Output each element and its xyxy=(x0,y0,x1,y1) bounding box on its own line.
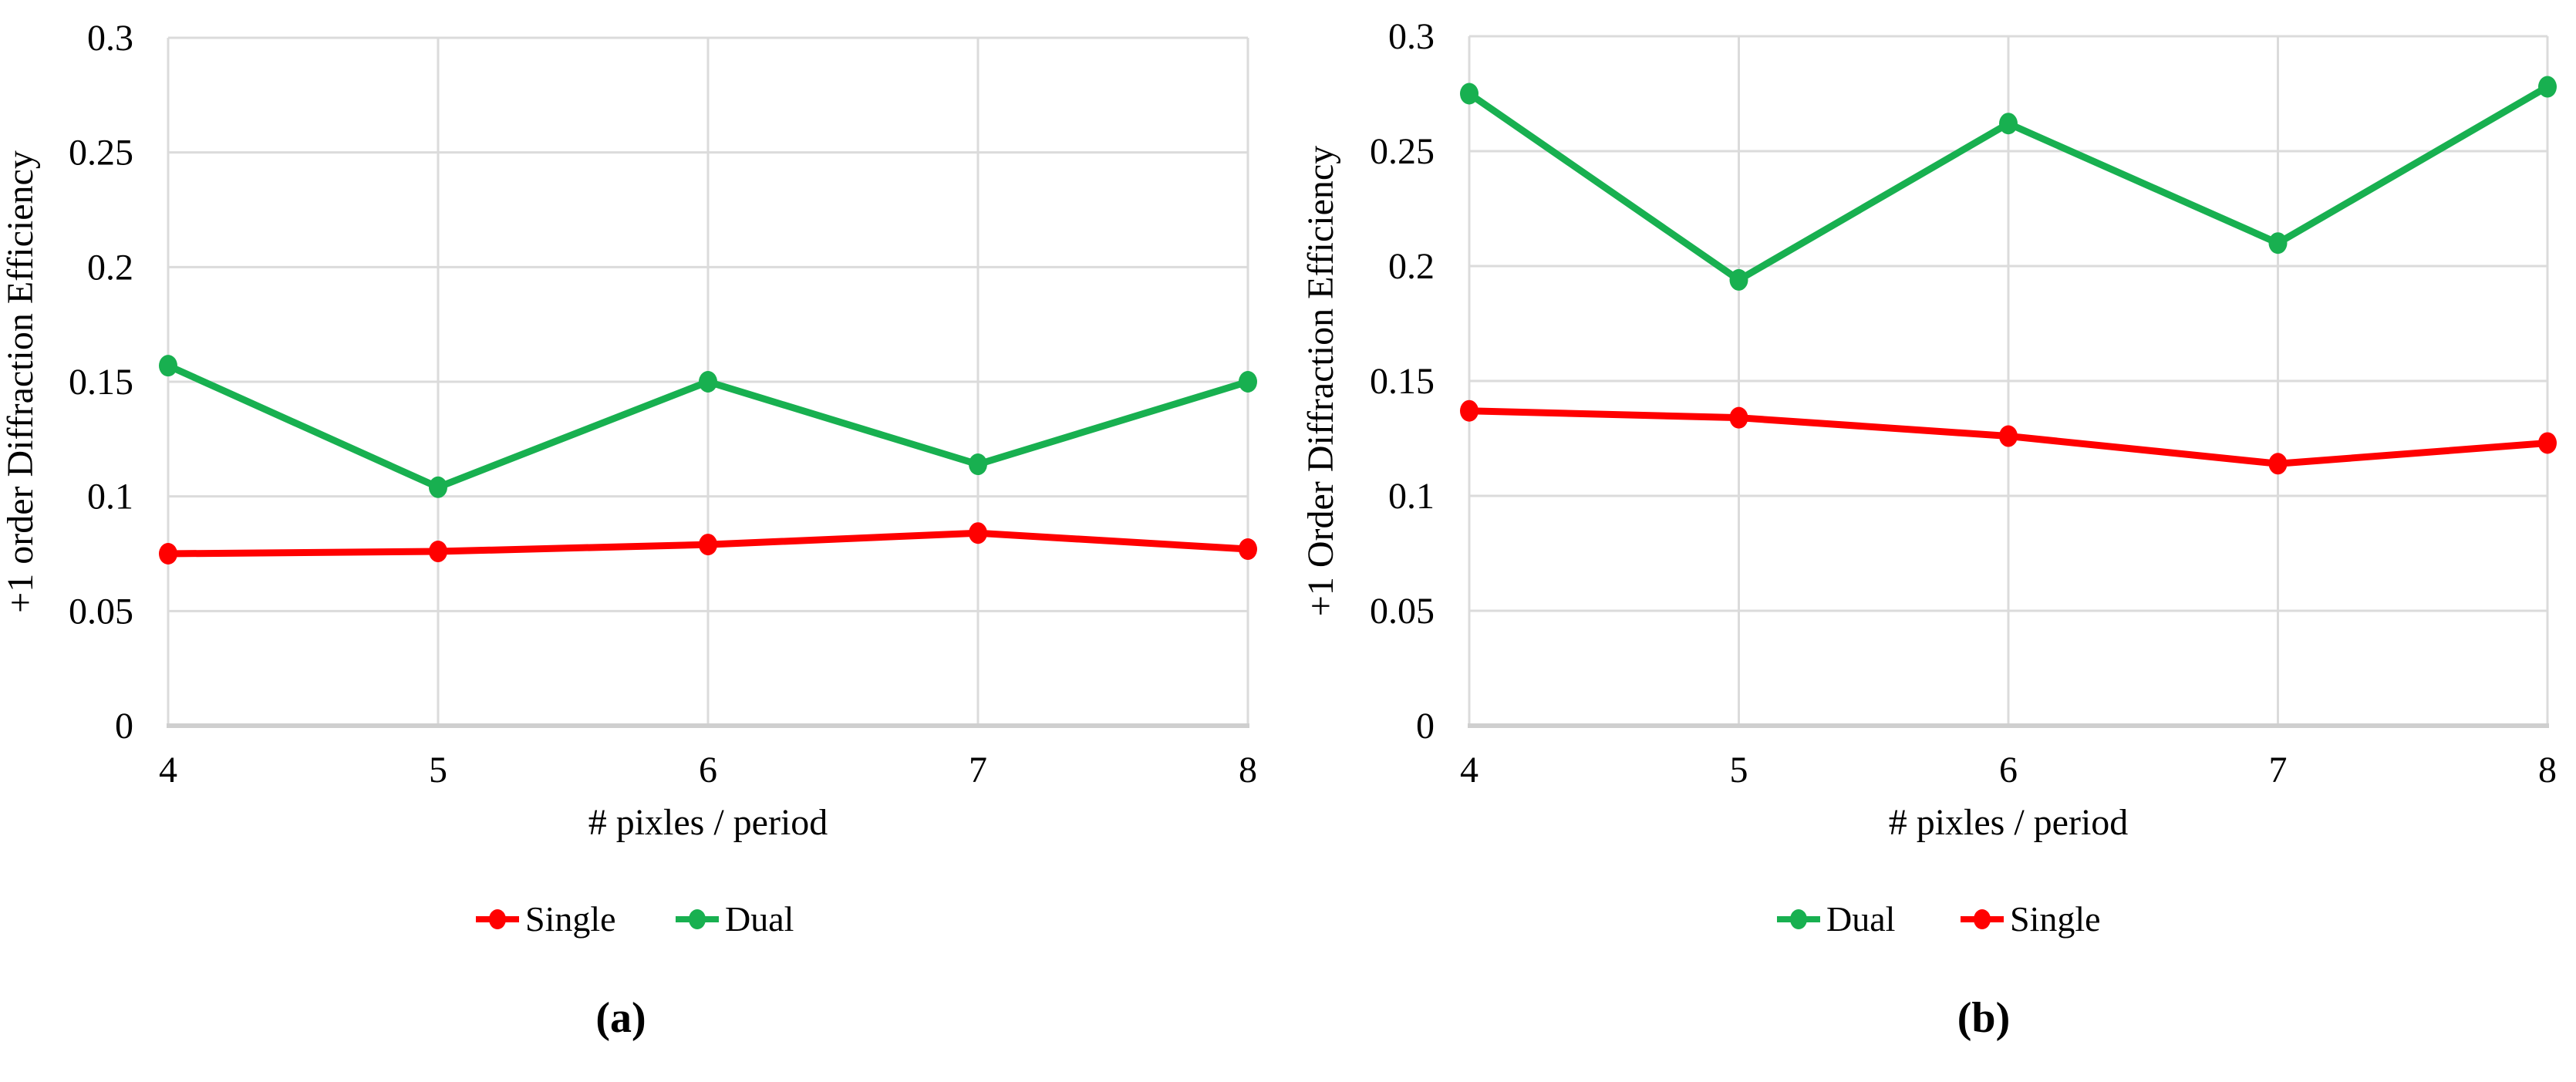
x-tick-label: 4 xyxy=(1460,750,1479,790)
chart-a-x-tick-labels: 4 5 6 7 8 xyxy=(159,750,1257,790)
x-tick-label: 5 xyxy=(1730,750,1748,790)
series-dual xyxy=(159,355,1257,498)
x-axis-title: # pixles / period xyxy=(588,802,828,843)
y-axis-title: +1 Order Diffraction Efficiency xyxy=(1300,146,1341,616)
chart-a: 0 0.05 0.1 0.15 0.2 0.25 0.3 4 5 6 7 8 # pixles / pe… xyxy=(0,18,1257,939)
caption-b: (b) xyxy=(1957,994,2011,1042)
series-dual xyxy=(1460,76,2557,291)
y-tick-label: 0.3 xyxy=(1388,16,1435,57)
y-tick-label: 0 xyxy=(1416,706,1435,747)
series-single xyxy=(159,522,1257,565)
legend-label: Dual xyxy=(1826,899,1895,939)
legend-label: Single xyxy=(525,899,616,939)
data-point xyxy=(2538,432,2557,454)
y-tick-label: 0 xyxy=(115,706,133,747)
legend-marker-dot xyxy=(489,909,506,929)
y-axis-title: +1 order Diffraction Efficiency xyxy=(0,150,41,613)
x-axis-title: # pixles / period xyxy=(1889,802,2129,843)
legend-label: Single xyxy=(2010,899,2101,939)
caption-a: (a) xyxy=(595,994,646,1042)
data-point xyxy=(429,541,447,563)
x-tick-label: 4 xyxy=(159,750,177,790)
chart-a-legend: Single Dual xyxy=(476,899,794,939)
data-point xyxy=(1729,406,1748,429)
x-tick-label: 6 xyxy=(699,750,717,790)
y-tick-label: 0.1 xyxy=(1388,476,1435,517)
legend-marker-dot xyxy=(1974,909,1991,929)
x-tick-label: 7 xyxy=(2269,750,2288,790)
data-point xyxy=(1239,371,1257,393)
data-point xyxy=(969,453,987,476)
x-tick-label: 8 xyxy=(1239,750,1257,790)
data-point xyxy=(1239,538,1257,561)
chart-b-gridlines xyxy=(1468,35,2549,726)
y-tick-label: 0.05 xyxy=(69,591,133,632)
data-point xyxy=(2538,76,2557,98)
legend-label: Dual xyxy=(725,899,794,939)
chart-b: 0 0.05 0.1 0.15 0.2 0.25 0.3 4 5 6 7 8 # pixles / pe… xyxy=(1300,16,2557,939)
data-point xyxy=(429,476,447,498)
legend-marker-dot xyxy=(1790,909,1807,929)
data-point xyxy=(699,534,717,556)
x-tick-label: 6 xyxy=(1999,750,2018,790)
y-tick-label: 0.15 xyxy=(69,362,133,403)
chart-a-y-tick-labels: 0 0.05 0.1 0.15 0.2 0.25 0.3 xyxy=(69,18,133,747)
data-point xyxy=(1999,425,2018,447)
y-tick-label: 0.25 xyxy=(1370,131,1435,172)
data-point xyxy=(159,543,177,565)
y-tick-label: 0.25 xyxy=(69,133,133,174)
data-point xyxy=(1999,113,2018,135)
y-tick-label: 0.3 xyxy=(87,18,133,59)
x-tick-label: 7 xyxy=(969,750,987,790)
chart-b-legend: Dual Single xyxy=(1777,899,2101,939)
chart-b-y-tick-labels: 0 0.05 0.1 0.15 0.2 0.25 0.3 xyxy=(1370,16,1435,747)
legend-marker-dot xyxy=(689,909,706,929)
data-point xyxy=(1729,268,1748,291)
data-point xyxy=(699,371,717,393)
y-tick-label: 0.05 xyxy=(1370,591,1435,632)
data-point xyxy=(2268,232,2288,254)
data-point xyxy=(1460,399,1479,422)
data-point xyxy=(159,355,177,377)
chart-a-gridlines xyxy=(167,36,1249,726)
y-tick-label: 0.2 xyxy=(1388,246,1435,287)
x-tick-label: 8 xyxy=(2538,750,2557,790)
data-point xyxy=(969,522,987,544)
series-single xyxy=(1460,399,2557,475)
y-tick-label: 0.15 xyxy=(1370,361,1435,402)
y-tick-label: 0.1 xyxy=(87,477,133,517)
chart-b-x-tick-labels: 4 5 6 7 8 xyxy=(1460,750,2557,790)
x-tick-label: 5 xyxy=(429,750,447,790)
data-point xyxy=(2268,453,2288,475)
data-point xyxy=(1460,83,1479,105)
y-tick-label: 0.2 xyxy=(87,247,133,288)
